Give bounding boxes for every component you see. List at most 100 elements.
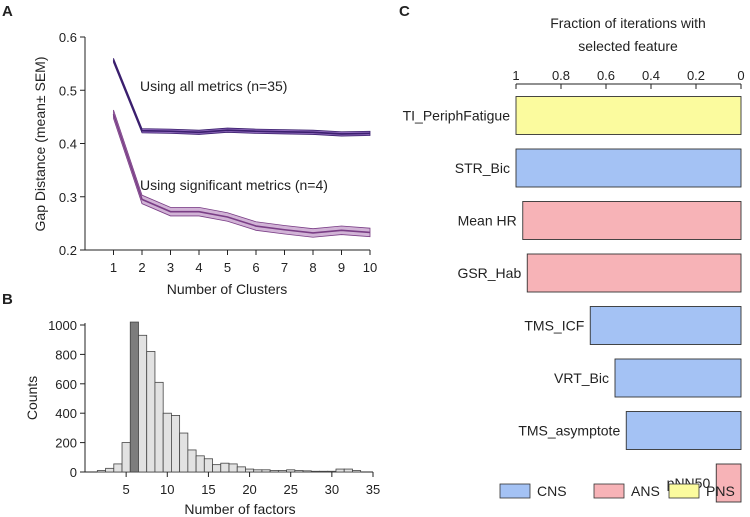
a-y-tick-label: 0.2 <box>59 243 77 258</box>
panel-a-x-ticks: 1 2 3 4 5 6 7 8 9 10 <box>110 250 377 275</box>
histogram-bar-27 <box>302 470 312 473</box>
b-y-tick-label: 200 <box>55 436 77 451</box>
histogram-bar-25 <box>286 469 296 473</box>
b-x-tick-label: 25 <box>283 482 297 497</box>
feature-label: Mean HR <box>458 213 517 229</box>
c-x-tick-label: 0.4 <box>642 68 660 83</box>
panel-c-letter: C <box>399 3 410 20</box>
panel-a-lines <box>112 60 371 234</box>
b-x-tick-label: 30 <box>325 482 339 497</box>
legend-swatch-ans <box>593 483 625 499</box>
feature-bar-str-bic <box>515 148 742 188</box>
series-band-0 <box>113 58 371 137</box>
a-x-tick-label: 3 <box>167 260 174 275</box>
feature-label: STR_Bic <box>455 160 510 176</box>
panel-b-x-ticks: 5 10 15 20 25 30 35 <box>123 472 380 497</box>
feature-bar-gsr-hab <box>526 253 742 293</box>
a-x-tick-label: 10 <box>363 260 377 275</box>
a-x-tick-label: 6 <box>252 260 259 275</box>
a-x-tick-label: 7 <box>281 260 288 275</box>
histogram-bar-5 <box>121 442 131 473</box>
panel-c-title-line-2: selected feature <box>578 38 678 54</box>
panel-c-title-line-1: Fraction of iterations with <box>550 15 706 31</box>
histogram-bar-7 <box>138 334 148 473</box>
panel-b-bars <box>96 321 362 473</box>
histogram-bar-18 <box>228 463 238 473</box>
histogram-bar-30 <box>327 470 337 473</box>
c-x-tick-label: 0.6 <box>597 68 615 83</box>
series-line-1 <box>112 113 371 234</box>
feature-label: TI_PeriphFatigue <box>403 108 511 124</box>
histogram-bar-28 <box>310 470 320 473</box>
a-x-tick-label: 1 <box>110 260 117 275</box>
a-x-tick-label: 5 <box>224 260 231 275</box>
feature-label: VRT_Bic <box>554 370 609 386</box>
feature-bar-vrt-bic <box>614 358 742 398</box>
histogram-bar-9 <box>154 381 164 473</box>
legend-label-cns: CNS <box>537 483 567 499</box>
feature-bar-mean-hr <box>522 201 742 240</box>
panel-c: C Fraction of iterations with selected f… <box>399 3 745 503</box>
panel-b-x-axis-label: Number of factors <box>184 501 295 517</box>
panel-b-y-ticks: 0 200 400 600 800 1000 <box>48 318 85 480</box>
b-y-tick-label: 800 <box>55 347 77 362</box>
histogram-bar-19 <box>236 466 246 473</box>
panel-b-letter: B <box>2 291 13 308</box>
histogram-bar-21 <box>253 469 263 473</box>
histogram-bar-15 <box>203 458 213 473</box>
legend-swatch-pns <box>668 483 700 499</box>
histogram-bar-20 <box>245 468 255 473</box>
b-x-tick-label: 10 <box>160 482 174 497</box>
histogram-bar-12 <box>179 432 189 473</box>
histogram-bar-13 <box>187 449 197 473</box>
a-y-tick-label: 0.5 <box>59 83 77 98</box>
histogram-bar-3 <box>105 467 115 473</box>
a-x-tick-label: 4 <box>195 260 202 275</box>
b-x-tick-label: 35 <box>366 482 380 497</box>
b-x-tick-label: 20 <box>242 482 256 497</box>
feature-bar-tms-icf <box>589 306 742 345</box>
c-x-tick-label: 0 <box>737 68 744 83</box>
a-y-tick-label: 0.6 <box>59 30 77 45</box>
histogram-bar-17 <box>220 462 230 473</box>
a-x-tick-label: 9 <box>338 260 345 275</box>
b-y-tick-label: 1000 <box>48 318 77 333</box>
histogram-bar-33 <box>352 470 362 473</box>
panel-a-bands <box>113 58 371 238</box>
panel-b-y-axis-label: Counts <box>24 376 40 420</box>
series-band-1 <box>113 109 371 238</box>
feature-label: TMS_asymptote <box>518 423 620 439</box>
histogram-bar-10 <box>162 412 172 473</box>
a-x-tick-label: 2 <box>138 260 145 275</box>
panel-a-x-axis-label: Number of Clusters <box>167 281 288 297</box>
histogram-bar-23 <box>269 470 279 473</box>
histogram-bar-8 <box>146 351 156 473</box>
a-y-tick-label: 0.3 <box>59 190 77 205</box>
series-label-significant-metrics: Using significant metrics (n=4) <box>140 177 328 193</box>
histogram-bar-14 <box>195 455 205 473</box>
histogram-bar-26 <box>294 470 304 473</box>
a-y-tick-label: 0.4 <box>59 137 77 152</box>
histogram-bar-22 <box>261 469 271 473</box>
b-x-tick-label: 5 <box>123 482 130 497</box>
histogram-bar-11 <box>170 415 181 473</box>
panel-a: A 0.2 0.3 0.4 0.5 0.6 1 2 3 4 5 6 7 8 9 10 Using all … <box>2 3 377 297</box>
series-line-0 <box>112 60 371 135</box>
panel-c-bars <box>515 96 742 503</box>
panel-a-letter: A <box>2 3 13 20</box>
series-label-all-metrics: Using all metrics (n=35) <box>140 78 287 94</box>
panel-c-legend: CNS ANS PNS <box>499 483 735 499</box>
histogram-bar-4 <box>113 463 123 473</box>
histogram-bar-29 <box>319 470 329 473</box>
panel-a-y-axis-label: Gap Distance (mean± SEM) <box>32 57 48 232</box>
histogram-bar-32 <box>343 468 353 473</box>
histogram-bar-6 <box>129 321 139 473</box>
histogram-bar-24 <box>277 470 288 473</box>
histogram-bar-2 <box>96 470 106 473</box>
c-x-tick-label: 0.8 <box>552 68 570 83</box>
b-y-tick-label: 400 <box>55 406 77 421</box>
c-x-tick-label: 0.2 <box>687 68 705 83</box>
histogram-bar-16 <box>212 464 222 473</box>
a-x-tick-label: 8 <box>309 260 316 275</box>
